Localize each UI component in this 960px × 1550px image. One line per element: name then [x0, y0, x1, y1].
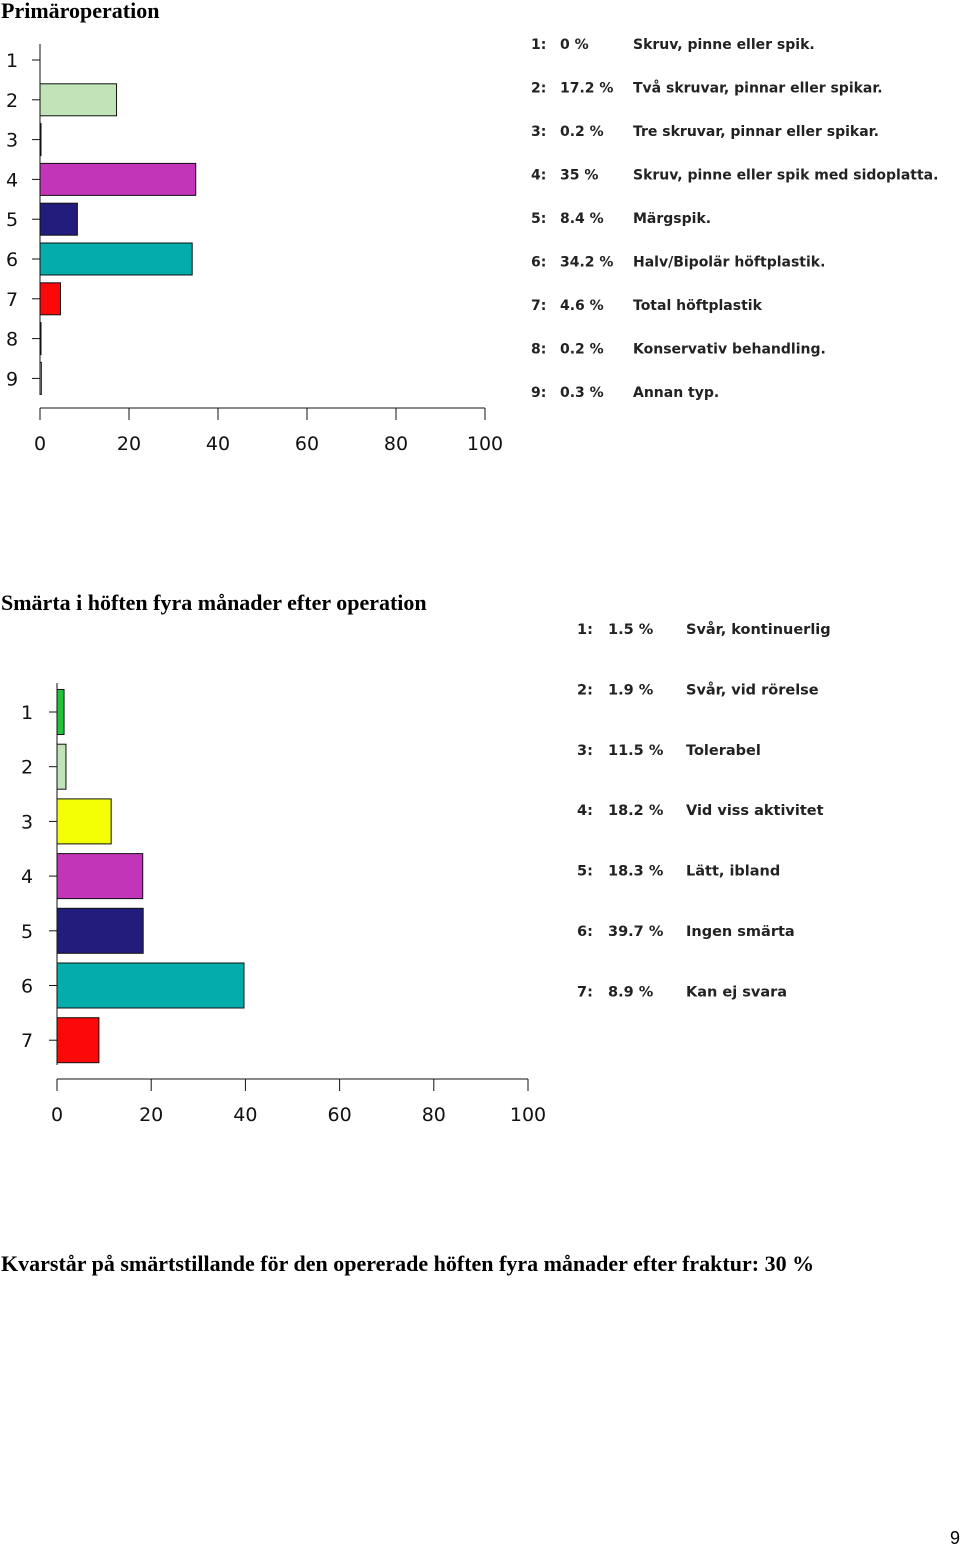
x-tick-label: 80 [422, 1104, 446, 1126]
legend-label: Total höftplastik [633, 298, 763, 314]
primaroperation-chart-svg: 1 1: 0 % Skruv, pinne eller spik. 2 2: 17.2 % T… [6, 37, 938, 455]
legend-label: Konservativ behandling. [633, 342, 826, 358]
legend-label: Skruv, pinne eller spik. [633, 37, 815, 53]
x-tick-label: 20 [139, 1104, 163, 1126]
x-tick-label: 60 [328, 1104, 352, 1126]
bar [39, 282, 61, 316]
legend-percent: 11.5 % [608, 743, 664, 759]
y-tick-label: 4 [6, 169, 18, 191]
legend-percent: 18.2 % [608, 803, 664, 819]
bar [56, 1017, 100, 1064]
y-tick-label: 5 [6, 209, 18, 231]
legend-number: 9: [531, 385, 546, 401]
y-tick-label: 4 [21, 866, 33, 888]
y-tick-label: 2 [21, 757, 33, 779]
analgesic-statement: Kvarstår på smärtstillande för den opere… [1, 1251, 815, 1276]
y-tick-label: 5 [21, 921, 33, 943]
page-number: 9 [949, 1528, 960, 1548]
x-tick-label: 40 [206, 433, 230, 455]
bar [56, 962, 245, 1009]
legend-number: 4: [577, 803, 593, 819]
legend-percent: 8.9 % [608, 984, 654, 1000]
x-tick-label: 100 [467, 433, 503, 455]
legend-label: Svår, vid rörelse [686, 681, 819, 698]
legend-percent: 0.3 % [560, 385, 604, 401]
legend-percent: 1.5 % [608, 622, 654, 638]
legend-number: 7: [531, 298, 546, 314]
bar [56, 853, 144, 900]
legend-number: 6: [531, 255, 546, 271]
pain-chart-svg: 1 1: 1.5 % Svår, kontinuerlig 2 2: 1.9 % Svår, … [21, 621, 831, 1126]
legend-label: Annan typ. [633, 385, 719, 401]
chart1-title: Primäroperation [1, 0, 160, 23]
legend-number: 1: [531, 37, 546, 53]
legend-number: 1: [577, 622, 593, 638]
legend-percent: 0 % [560, 37, 589, 53]
legend-percent: 4.6 % [560, 298, 604, 314]
legend-label: Två skruvar, pinnar eller spikar. [633, 80, 883, 97]
x-tick-label: 20 [117, 433, 141, 455]
bar [39, 202, 78, 236]
bar [39, 242, 193, 276]
legend-number: 2: [577, 682, 593, 698]
legend-number: 5: [531, 211, 546, 227]
y-tick-label: 9 [6, 368, 18, 390]
pain-chart: 1 1: 1.5 % Svår, kontinuerlig 2 2: 1.9 % Svår, … [0, 600, 960, 1140]
y-tick-label: 7 [21, 1030, 33, 1052]
y-tick-label: 6 [21, 976, 33, 998]
y-tick-label: 6 [6, 249, 18, 271]
legend-label: Svår, kontinuerlig [686, 621, 831, 638]
x-tick-label: 40 [233, 1104, 257, 1126]
bar [39, 83, 118, 117]
legend-label: Lätt, ibland [686, 864, 780, 880]
bar [56, 689, 65, 735]
y-tick-label: 7 [6, 289, 18, 311]
legend-percent: 0.2 % [560, 124, 604, 140]
y-tick-label: 1 [21, 702, 33, 724]
legend-percent: 39.7 % [608, 924, 664, 940]
bar [56, 798, 112, 845]
primaroperation-chart: 1 1: 0 % Skruv, pinne eller spik. 2 2: 17.2 % T… [0, 0, 960, 470]
bar [39, 162, 197, 196]
bar [56, 743, 67, 790]
legend-label: Tolerabel [686, 743, 761, 759]
legend-label: Halv/Bipolär höftplastik. [633, 255, 825, 271]
legend-label: Vid viss aktivitet [686, 803, 824, 819]
legend-percent: 1.9 % [608, 682, 654, 698]
y-tick-label: 3 [6, 130, 18, 152]
legend-percent: 17.2 % [560, 81, 613, 97]
x-tick-label: 0 [51, 1104, 63, 1126]
x-tick-label: 60 [295, 433, 319, 455]
legend-percent: 35 % [560, 168, 598, 184]
legend-percent: 18.3 % [608, 864, 664, 880]
y-tick-label: 8 [6, 329, 18, 351]
legend-number: 6: [577, 924, 593, 940]
legend-number: 4: [531, 168, 546, 184]
legend-number: 2: [531, 81, 546, 97]
legend-percent: 8.4 % [560, 211, 604, 227]
bar [39, 322, 42, 356]
chart2-title: Smärta i höften fyra månader efter opera… [1, 590, 427, 615]
legend-percent: 0.2 % [560, 342, 604, 358]
x-tick-label: 0 [34, 433, 46, 455]
bar [56, 907, 144, 954]
legend-number: 7: [577, 984, 593, 1000]
y-tick-label: 3 [21, 811, 33, 833]
bar [39, 361, 42, 395]
legend-number: 5: [577, 864, 593, 880]
legend-label: Kan ej svara [686, 984, 787, 1000]
legend-number: 8: [531, 342, 546, 358]
legend-percent: 34.2 % [560, 255, 613, 271]
legend-label: Ingen smärta [686, 924, 795, 940]
bar [39, 123, 42, 157]
legend-label: Tre skruvar, pinnar eller spikar. [633, 124, 879, 140]
y-tick-label: 1 [6, 50, 18, 72]
x-tick-label: 80 [384, 433, 408, 455]
y-tick-label: 2 [6, 90, 18, 112]
legend-number: 3: [577, 743, 593, 759]
legend-label: Märgspik. [633, 211, 711, 227]
x-tick-label: 100 [510, 1104, 546, 1126]
legend-label: Skruv, pinne eller spik med sidoplatta. [633, 168, 938, 184]
legend-number: 3: [531, 124, 546, 140]
